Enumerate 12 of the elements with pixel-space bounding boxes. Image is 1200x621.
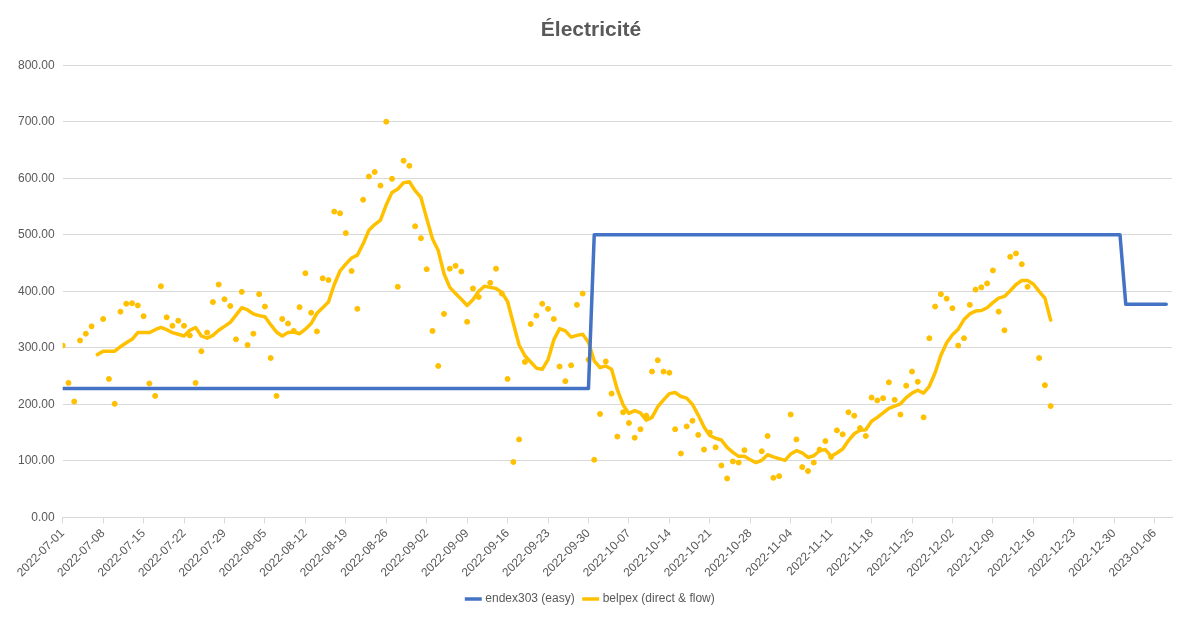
y-tick-label: 800.00 [18, 57, 56, 72]
y-tick-label: 100.00 [18, 453, 56, 468]
y-tick-label: 200.00 [18, 396, 56, 411]
legend-label: endex303 (easy) [485, 591, 575, 606]
y-tick-label: 400.00 [18, 283, 56, 298]
y-tick-label: 0.00 [31, 509, 56, 524]
chart-title: Électricité [540, 17, 642, 41]
y-tick-label: 500.00 [18, 227, 56, 242]
y-tick-label: 700.00 [18, 114, 56, 129]
legend-label: belpex (direct & flow) [602, 591, 715, 606]
y-tick-label: 300.00 [18, 340, 56, 355]
y-tick-label: 600.00 [18, 170, 56, 185]
